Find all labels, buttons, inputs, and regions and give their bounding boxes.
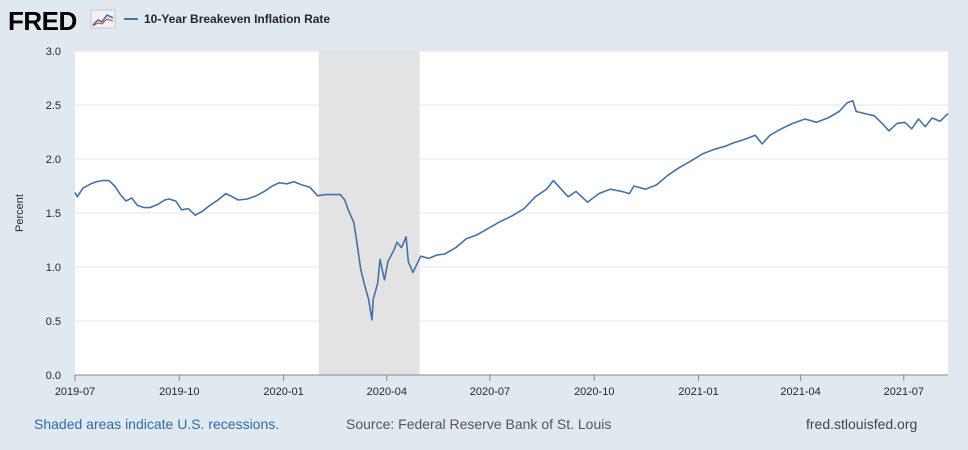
y-tick-label: 0.5 — [46, 316, 61, 328]
x-tick-label: 2020-07 — [470, 386, 510, 398]
y-tick-label: 3.0 — [46, 46, 61, 58]
recession-shading — [318, 51, 420, 375]
y-tick-label: 1.0 — [46, 262, 61, 274]
series-line[interactable] — [74, 99, 949, 321]
x-tick-label: 2021-07 — [884, 386, 924, 398]
legend-label[interactable]: 10-Year Breakeven Inflation Rate — [144, 12, 330, 26]
grid — [75, 50, 948, 376]
x-tick-label: 2020-01 — [263, 386, 303, 398]
x-tick-label: 2020-10 — [574, 386, 614, 398]
source-text: Source: Federal Reserve Bank of St. Loui… — [346, 416, 612, 432]
x-tick-label: 2019-07 — [55, 386, 95, 398]
recessions-note: Shaded areas indicate U.S. recessions. — [34, 416, 280, 432]
fred-graph-icon — [90, 9, 116, 29]
y-axis: 0.0 0.5 1.0 1.5 2.0 2.5 3.0 — [46, 46, 61, 382]
x-tick-label: 2020-04 — [367, 386, 407, 398]
chart: FRED 10-Year Breakeven Inflation Rate 0.… — [8, 6, 949, 398]
y-tick-label: 2.0 — [46, 154, 61, 166]
y-tick-label: 0.0 — [46, 370, 61, 382]
x-tick-label: 2021-04 — [780, 386, 820, 398]
site-link[interactable]: fred.stlouisfed.org — [806, 416, 918, 432]
x-axis: 2019-07 2019-10 2020-01 2020-04 2020-07 2020-… — [55, 375, 924, 398]
y-tick-label: 2.5 — [46, 100, 61, 112]
fred-logo[interactable]: FRED — [8, 6, 77, 36]
x-tick-label: 2021-01 — [678, 386, 718, 398]
x-tick-label: 2019-10 — [159, 386, 199, 398]
y-tick-label: 1.5 — [46, 208, 61, 220]
y-axis-label: Percent — [14, 194, 26, 232]
